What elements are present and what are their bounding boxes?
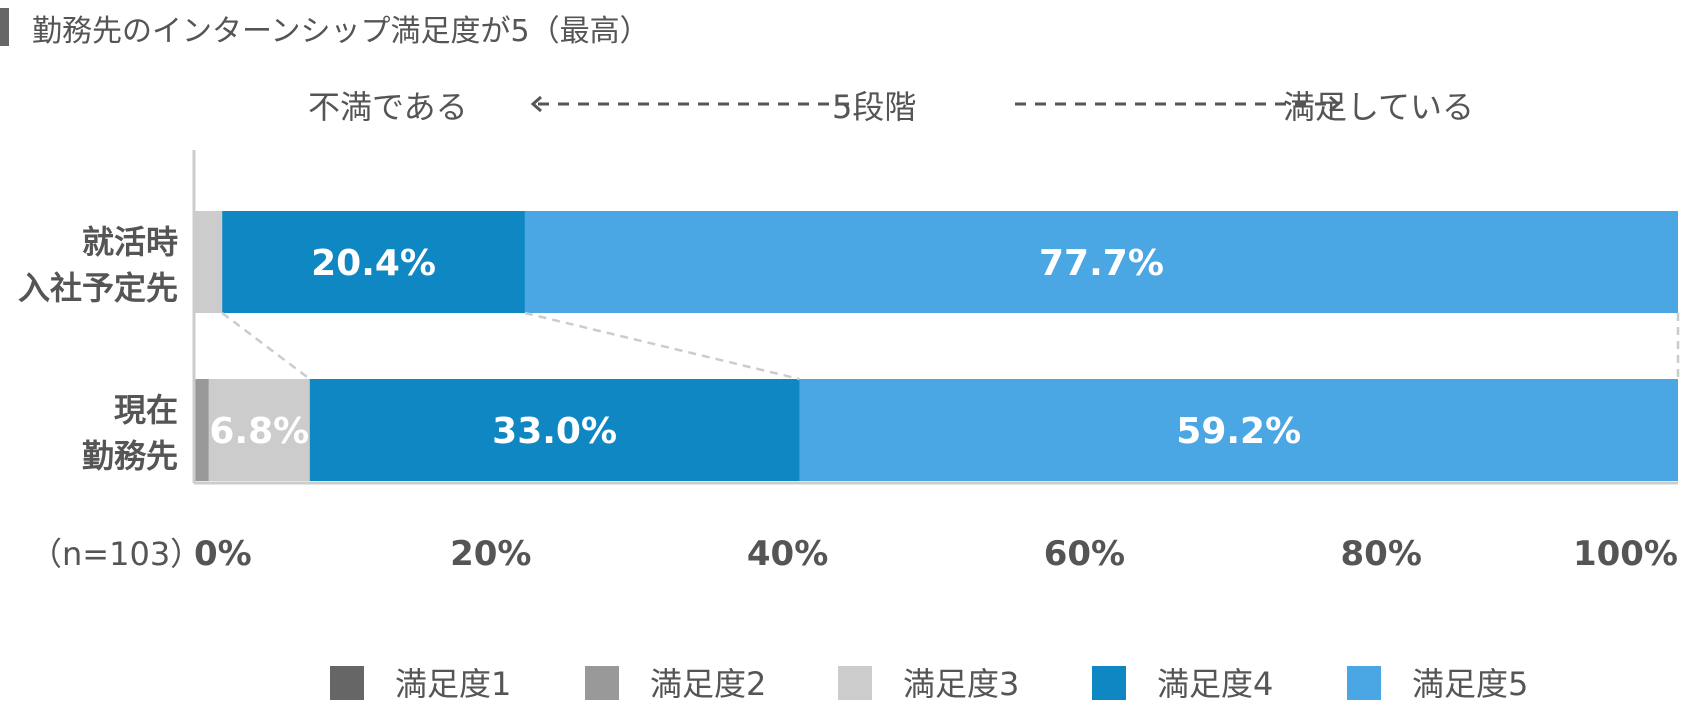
category-label: 勤務先 — [82, 437, 178, 475]
legend-swatch — [838, 666, 872, 700]
connector-line — [524, 311, 800, 381]
bar-segment — [194, 379, 209, 481]
scale-center-label: 5段階 — [832, 88, 917, 126]
scale-arrow-right-head — [1329, 95, 1341, 113]
legend-swatch — [330, 666, 364, 700]
bar-data-label: 59.2% — [1176, 411, 1301, 452]
x-tick-label: 40% — [747, 534, 828, 574]
sample-size-label: （n=103） — [30, 535, 202, 573]
scale-arrow-left-head — [530, 95, 542, 113]
x-tick-label: 100% — [1573, 534, 1678, 574]
legend-swatch — [1092, 666, 1126, 700]
x-tick-label: 80% — [1341, 534, 1422, 574]
bar-segment — [194, 211, 223, 313]
x-tick-label: 20% — [450, 534, 531, 574]
category-label: 就活時 — [82, 223, 178, 261]
bar-segment — [799, 379, 1678, 481]
connector-line — [221, 312, 311, 380]
legend-label: 満足度4 — [1157, 665, 1273, 703]
bar-segment — [222, 211, 525, 313]
legend-swatch — [585, 666, 619, 700]
chart-title: 勤務先のインターンシップ満足度が5（最高） — [32, 14, 650, 49]
x-tick-label: 60% — [1044, 534, 1125, 574]
x-tick-label: 0% — [194, 534, 252, 574]
bar-data-label: 33.0% — [492, 411, 617, 452]
scale-left-label: 不満である — [308, 88, 468, 126]
legend-label: 満足度5 — [1412, 665, 1528, 703]
category-label: 入社予定先 — [18, 269, 178, 307]
bar-data-label: 20.4% — [311, 243, 436, 284]
category-label: 現在 — [114, 391, 178, 429]
legend-label: 満足度3 — [903, 665, 1019, 703]
bar-segment — [524, 211, 1678, 313]
bar-data-label: 6.8% — [209, 411, 309, 452]
title-accent-bar — [0, 8, 9, 46]
bar-segment — [309, 379, 800, 481]
bar-segment — [208, 379, 310, 481]
legend-swatch — [1347, 666, 1381, 700]
legend-label: 満足度1 — [395, 665, 511, 703]
bar-data-label: 77.7% — [1039, 243, 1164, 284]
legend-label: 満足度2 — [650, 665, 766, 703]
scale-right-label: 満足している — [1283, 88, 1475, 126]
